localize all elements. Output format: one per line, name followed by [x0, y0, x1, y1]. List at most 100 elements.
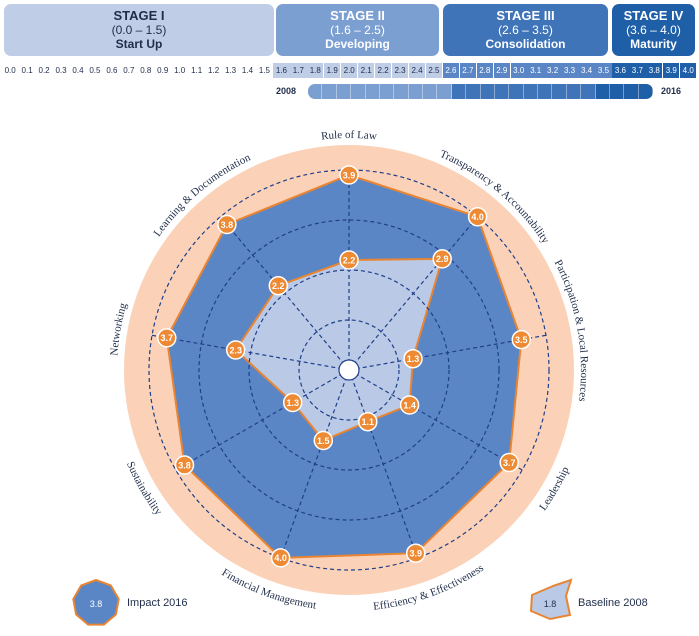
scale-tick: 1.4: [239, 63, 256, 78]
impact-point: 3.9: [405, 543, 426, 563]
progress-segment: [322, 84, 337, 99]
spoke: [348, 369, 523, 471]
point-label: 2.9: [436, 254, 449, 264]
stage-title: STAGE IV: [623, 8, 684, 23]
progress-segment: [552, 84, 567, 99]
spoke: [175, 369, 350, 471]
point-marker: [157, 328, 177, 348]
point-marker: [403, 348, 423, 369]
spoke: [348, 369, 418, 559]
grid-ring: [148, 169, 550, 571]
impact-point: 4.0: [270, 548, 291, 568]
baseline-point: 2.2: [339, 250, 359, 270]
scale-tick: 1.1: [188, 63, 205, 78]
legend-impact-shape: [72, 578, 120, 626]
progress-start-year: 2008: [276, 86, 297, 96]
progress-segment: [494, 84, 510, 99]
impact-point: 3.8: [217, 214, 237, 235]
scale-tick: 0.0: [2, 63, 19, 78]
scale-tick: 0.6: [103, 63, 121, 78]
baseline-point: 1.3: [282, 392, 303, 413]
stage-title: STAGE I: [113, 8, 165, 23]
stage-range: (1.6 – 2.5): [330, 23, 385, 37]
legend-baseline-value: 1.8: [544, 599, 557, 609]
point-label: 3.7: [161, 333, 174, 343]
progress-segment: [566, 84, 582, 99]
scale-tick: 3.9: [663, 63, 680, 78]
point-label: 4.0: [471, 212, 484, 222]
point-marker: [511, 329, 532, 350]
point-label: 3.9: [343, 170, 356, 180]
scale-tick: 2.2: [374, 63, 392, 78]
scale-tick: 0.9: [154, 63, 171, 78]
point-marker: [339, 250, 359, 270]
point-marker: [217, 214, 237, 235]
point-label: 2.2: [343, 255, 356, 265]
scale-tick: 1.6: [273, 63, 290, 78]
scale-tick: 3.3: [561, 63, 578, 78]
baseline-point: 1.5: [313, 430, 334, 451]
point-marker: [405, 543, 426, 563]
scale-tick: 3.4: [578, 63, 595, 78]
scale-tick: 0.1: [18, 63, 36, 78]
scale-tick: 2.1: [357, 63, 375, 78]
point-label: 4.0: [274, 553, 287, 563]
progress-segment: [423, 84, 438, 99]
progress-bar: [308, 84, 653, 99]
progress-segment: [308, 84, 323, 99]
point-marker: [225, 340, 246, 360]
scale-tick: 2.6: [442, 63, 460, 78]
progress-segment: [466, 84, 481, 99]
point-marker: [313, 430, 334, 451]
stage-name: Start Up: [115, 37, 163, 51]
impact-point: 4.0: [467, 207, 488, 227]
scale-tick: 3.0: [510, 63, 527, 78]
point-label: 3.8: [178, 460, 191, 470]
scale-tick: 3.1: [527, 63, 544, 78]
scale-tick: 0.3: [52, 63, 70, 78]
progress-segment: [451, 84, 467, 99]
grid-ring: [298, 319, 400, 421]
legend-impact-label: Impact 2016: [127, 597, 188, 609]
point-label: 1.5: [317, 436, 330, 446]
scale-tick: 0.7: [120, 63, 137, 78]
scale-tick: 2.8: [476, 63, 493, 78]
stage-range: (0.0 – 1.5): [111, 23, 167, 37]
baseline-point: 2.9: [432, 249, 452, 269]
progress-segment: [365, 84, 380, 99]
scale-tick: 2.0: [341, 63, 358, 78]
progress-segment: [609, 84, 625, 99]
baseline-point: 2.2: [268, 275, 289, 296]
category-label: Rule of Law: [321, 129, 378, 143]
scale-tick: 1.0: [171, 63, 188, 78]
spoke: [348, 216, 479, 371]
stage-box-2: STAGE II (1.6 – 2.5) Developing: [276, 4, 439, 56]
point-label: 3.5: [515, 335, 528, 345]
scale-tick: 3.6: [612, 63, 629, 78]
progress-segment: [538, 84, 553, 99]
spoke: [219, 216, 350, 371]
impact-point: 3.8: [174, 455, 195, 475]
baseline-point: 1.3: [403, 348, 423, 369]
progress-segment: [394, 84, 409, 99]
point-marker: [467, 207, 488, 227]
radar-chart: 3.9 4.0 3.5 3.7 3.9 4.0 3.8 3.7 3.8 2.2 2.9 1.3 1.4 1…: [72, 129, 590, 626]
scale-tick: 3.2: [544, 63, 561, 78]
legend-baseline-label: Baseline 2008: [578, 597, 648, 609]
scale-tick: 3.8: [646, 63, 663, 78]
progress-segment: [379, 84, 395, 99]
point-label: 1.1: [362, 417, 375, 427]
stage-range: (3.6 – 4.0): [626, 23, 681, 37]
progress-segment: [336, 84, 352, 99]
progress-segment: [581, 84, 596, 99]
point-marker: [339, 165, 359, 185]
scale-tick: 2.9: [493, 63, 510, 78]
point-marker: [268, 275, 289, 296]
scale-tick: 1.9: [324, 63, 341, 78]
center-hub: [338, 359, 360, 381]
scale-tick: 1.5: [256, 63, 273, 78]
scale-tick: 0.4: [69, 63, 87, 78]
point-label: 1.3: [286, 398, 299, 408]
scale-tick: 1.2: [205, 63, 222, 78]
legend-baseline-shape: [529, 578, 573, 621]
